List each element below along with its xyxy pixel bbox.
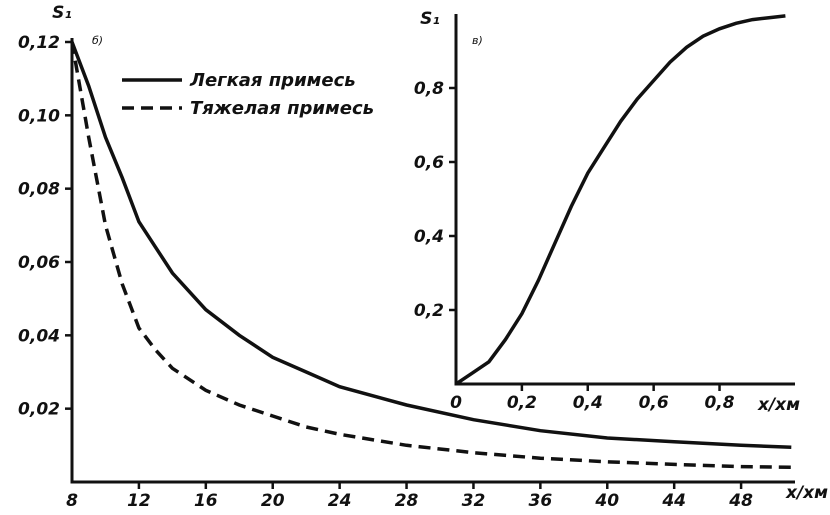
panel-v-x-tick-label: 0 — [450, 393, 462, 413]
panel-v-x-tick-label: 0,8 — [704, 393, 734, 413]
legend-item-heavy: Тяжелая примесь — [122, 98, 374, 119]
panel-v-x-axis-label: x/xм — [757, 395, 800, 415]
panel-b-x-tick-label: 48 — [728, 491, 753, 511]
panel-v-label: в) — [472, 34, 483, 47]
panel-b-x-axis-label: x/xм — [785, 483, 828, 503]
panel-b-x-tick-label: 32 — [462, 491, 486, 511]
legend: Легкая примесь Тяжелая примесь — [122, 70, 374, 119]
panel-b-series-line-solid — [70, 41, 792, 449]
panel-v-x-tick-label: 0,4 — [573, 393, 603, 413]
panel-b-x-tick-label: 44 — [661, 491, 686, 511]
panel-b-x-tick-label: 24 — [328, 491, 352, 511]
panel-v-y-axis-label: S₁ — [420, 9, 440, 29]
panel-b-y-tick-label: 0,12 — [18, 33, 60, 53]
panel-b-y-tick-label: 0,06 — [18, 253, 60, 273]
panel-b-y-axis-label: S₁ — [52, 3, 72, 23]
legend-item-light: Легкая примесь — [122, 70, 356, 91]
panel-v-y-tick-label: 0,2 — [414, 301, 444, 321]
panel-v-x-ticks: 0 0,2 0,4 0,6 0,8 — [450, 384, 735, 413]
panel-b-y-ticks: 0,02 0,04 0,06 0,08 0,10 0,12 — [18, 33, 72, 420]
panel-b-x-tick-label: 28 — [395, 491, 419, 511]
panel-b: S₁ б) x/xм 0,02 0,04 0,06 0,08 0,10 0,12 8 12 1… — [18, 3, 828, 511]
panel-b-x-ticks: 8 12 16 20 24 28 32 36 40 44 48 — [66, 482, 753, 511]
panel-v-series-line-solid — [455, 14, 786, 386]
panel-b-x-tick-label: 12 — [127, 491, 151, 511]
panel-b-x-tick-label: 36 — [529, 491, 553, 511]
panel-b-x-tick-label: 8 — [66, 491, 78, 511]
panel-b-y-tick-label: 0,10 — [18, 106, 60, 126]
panel-v-x-tick-label: 0,6 — [639, 393, 669, 413]
panel-v-y-tick-label: 0,4 — [414, 227, 444, 247]
legend-label-heavy: Тяжелая примесь — [190, 98, 374, 119]
panel-v-y-ticks: 0,2 0,4 0,6 0,8 — [414, 79, 456, 321]
panel-b-x-tick-label: 16 — [194, 491, 218, 511]
panel-b-label: б) — [92, 34, 103, 47]
panel-b-y-tick-label: 0,02 — [18, 400, 60, 420]
panel-b-y-tick-label: 0,08 — [18, 180, 60, 200]
panel-v: S₁ в) x/xм 0,2 0,4 0,6 0,8 0 0,2 0,4 0,6 0,8 — [414, 4, 820, 415]
panel-b-x-tick-label: 40 — [594, 491, 619, 511]
panel-v-x-tick-label: 0,2 — [507, 393, 537, 413]
panel-b-x-tick-label: 20 — [261, 491, 285, 511]
panel-b-series-line-dashed — [70, 41, 792, 470]
panel-v-background — [440, 4, 820, 392]
panel-v-series — [455, 14, 786, 386]
panel-v-y-tick-label: 0,6 — [414, 153, 444, 173]
panel-b-axes — [70, 38, 795, 484]
panel-b-y-tick-label: 0,04 — [18, 326, 60, 346]
panel-v-y-tick-label: 0,8 — [414, 79, 444, 99]
legend-label-light: Легкая примесь — [189, 70, 356, 91]
panel-b-series — [70, 41, 792, 470]
